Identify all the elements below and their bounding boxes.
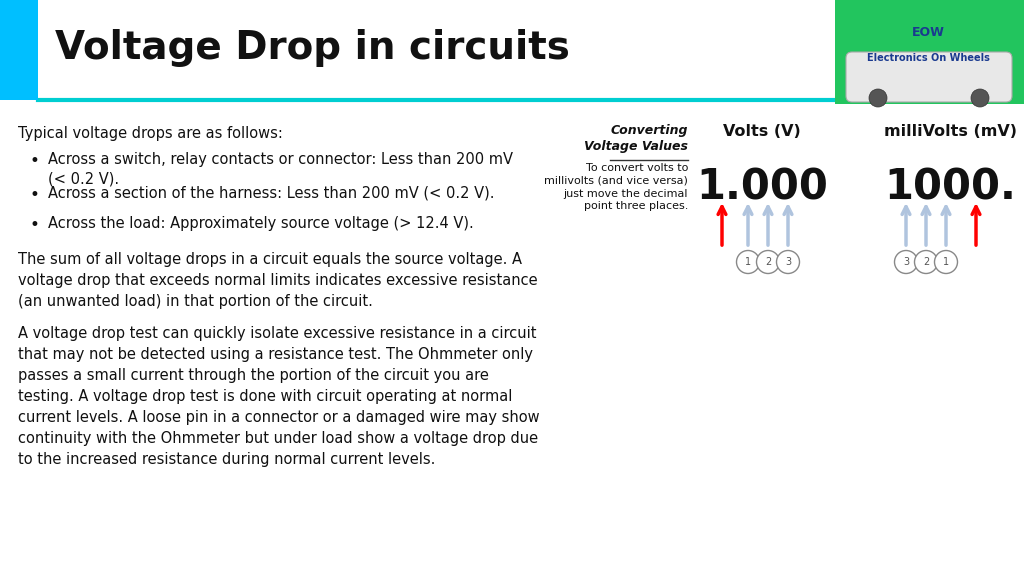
Text: Converting
Voltage Values: Converting Voltage Values: [584, 124, 688, 153]
Text: To convert volts to
millivolts (and vice versa)
just move the decimal
point thre: To convert volts to millivolts (and vice…: [544, 163, 688, 211]
Text: •: •: [30, 152, 40, 170]
Text: Across a section of the harness: Less than 200 mV (< 0.2 V).: Across a section of the harness: Less th…: [48, 186, 495, 201]
Circle shape: [776, 251, 800, 274]
Text: 1: 1: [744, 257, 751, 267]
Text: •: •: [30, 186, 40, 204]
Circle shape: [914, 251, 938, 274]
Text: Typical voltage drops are as follows:: Typical voltage drops are as follows:: [18, 126, 283, 141]
Text: 2: 2: [765, 257, 771, 267]
Text: The sum of all voltage drops in a circuit equals the source voltage. A
voltage d: The sum of all voltage drops in a circui…: [18, 252, 538, 309]
Text: EOW: EOW: [912, 25, 945, 39]
Text: 1: 1: [943, 257, 949, 267]
Text: •: •: [30, 216, 40, 234]
Text: 2: 2: [923, 257, 929, 267]
Circle shape: [757, 251, 779, 274]
Text: Across a switch, relay contacts or connector: Less than 200 mV
(< 0.2 V).: Across a switch, relay contacts or conne…: [48, 152, 513, 187]
Circle shape: [869, 89, 887, 107]
Circle shape: [971, 89, 989, 107]
FancyBboxPatch shape: [846, 52, 1012, 102]
Circle shape: [895, 251, 918, 274]
Bar: [0, 0, 38, 100]
Text: 1.000: 1.000: [696, 166, 828, 208]
Text: milliVolts (mV): milliVolts (mV): [884, 124, 1017, 139]
Text: Across the load: Approximately source voltage (> 12.4 V).: Across the load: Approximately source vo…: [48, 216, 474, 231]
Text: A voltage drop test can quickly isolate excessive resistance in a circuit
that m: A voltage drop test can quickly isolate …: [18, 326, 540, 467]
Text: 1000.: 1000.: [884, 166, 1016, 208]
Text: Volts (V): Volts (V): [723, 124, 801, 139]
Text: Electronics On Wheels: Electronics On Wheels: [867, 53, 990, 63]
Bar: [835, 0, 1024, 104]
Text: Voltage Drop in circuits: Voltage Drop in circuits: [55, 29, 570, 67]
Circle shape: [736, 251, 760, 274]
Text: 3: 3: [785, 257, 792, 267]
Text: 3: 3: [903, 257, 909, 267]
Circle shape: [935, 251, 957, 274]
